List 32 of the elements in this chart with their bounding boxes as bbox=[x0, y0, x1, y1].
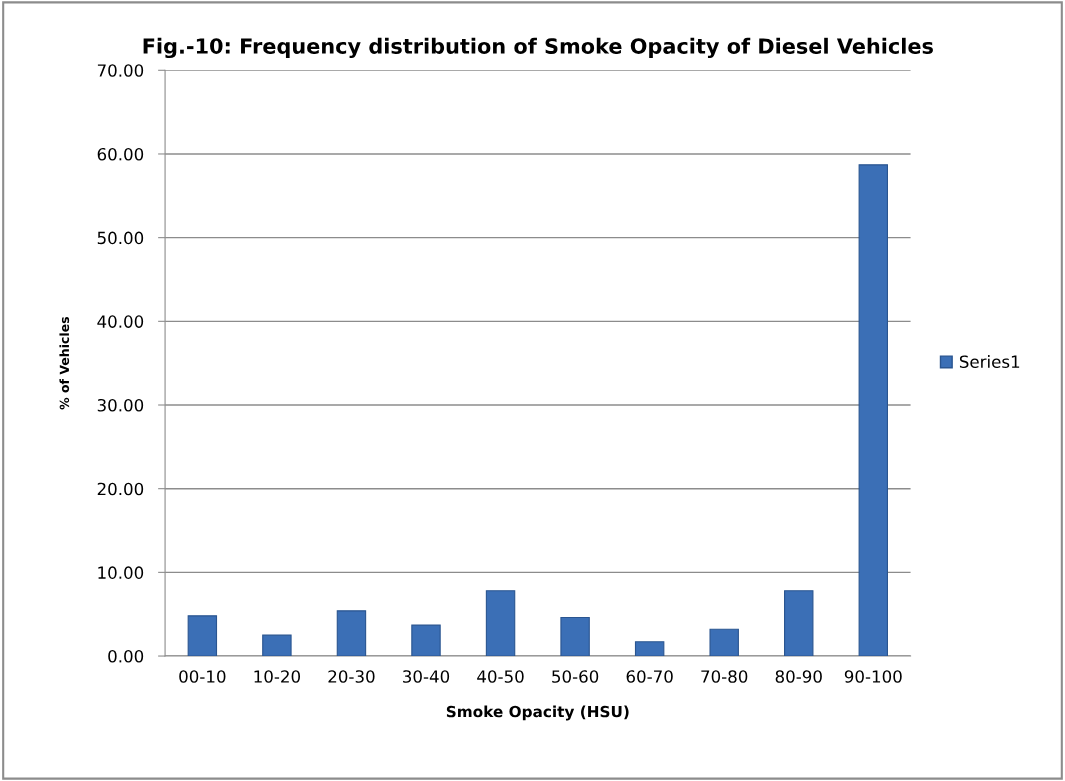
bar bbox=[784, 590, 814, 657]
y-tick-label: 20.00 bbox=[97, 482, 144, 496]
bar bbox=[634, 641, 665, 657]
y-tick-label: 30.00 bbox=[97, 398, 144, 412]
bar bbox=[262, 634, 292, 657]
chart-title: Fig.-10: Frequency distribution of Smoke Opacity of Diesel Vehicles bbox=[143, 37, 933, 59]
x-tick-label: 00-10 bbox=[179, 670, 226, 683]
x-tick-label: 60-70 bbox=[626, 670, 673, 683]
bar bbox=[858, 164, 889, 657]
bar bbox=[411, 624, 441, 657]
y-tick-label: 0.00 bbox=[108, 650, 144, 663]
y-axis-title: % of Vehicles bbox=[59, 317, 70, 410]
x-tick-label: 20-30 bbox=[328, 670, 375, 683]
x-axis-title: Smoke Opacity (HSU) bbox=[446, 705, 629, 721]
x-tick-label: 40-50 bbox=[477, 670, 524, 683]
bar bbox=[709, 628, 739, 657]
x-tick-label: 30-40 bbox=[403, 670, 450, 683]
x-tick-label: 10-20 bbox=[254, 670, 301, 683]
bar bbox=[485, 590, 516, 657]
y-tick-label: 60.00 bbox=[97, 147, 144, 161]
y-tick-label: 40.00 bbox=[97, 315, 144, 328]
bar bbox=[336, 610, 367, 657]
x-tick-label: 70-80 bbox=[701, 670, 748, 683]
x-tick-label: 90-100 bbox=[844, 670, 902, 683]
y-tick-label: 50.00 bbox=[97, 231, 144, 245]
bar bbox=[187, 615, 218, 657]
x-tick-label: 80-90 bbox=[775, 670, 822, 683]
y-tick-label: 10.00 bbox=[98, 566, 144, 579]
x-tick-label: 50-60 bbox=[552, 670, 599, 683]
bar bbox=[560, 616, 590, 657]
y-tick-label: 70.00 bbox=[97, 64, 144, 77]
legend-label: Series1 bbox=[959, 355, 1020, 368]
